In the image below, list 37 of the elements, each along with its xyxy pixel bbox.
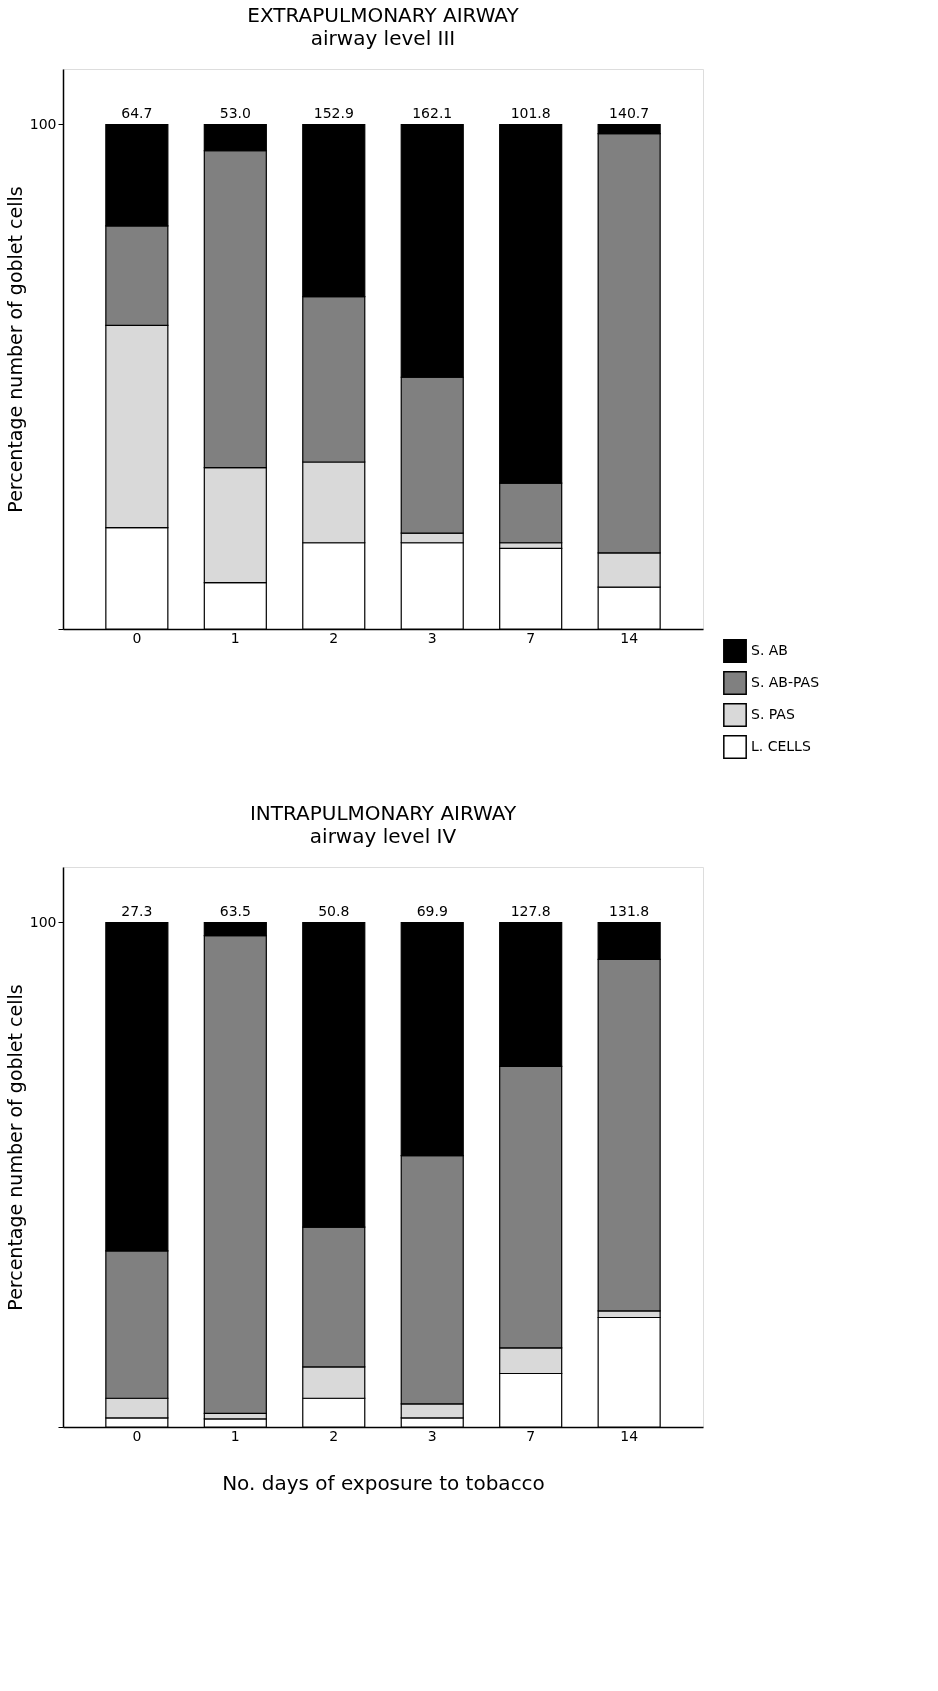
x-tick-label: 2 <box>329 1427 339 1444</box>
annotation: 53.0 <box>219 105 251 122</box>
x-tick-label: 14 <box>620 629 639 646</box>
chart-subtitle: airway level III <box>310 26 456 50</box>
annotation: 27.3 <box>121 903 153 920</box>
x-tick-label: 7 <box>526 629 536 646</box>
x-tick-label: 2 <box>329 629 339 646</box>
annotation: 152.9 <box>313 105 354 122</box>
x-tick-label: 1 <box>230 1427 240 1444</box>
annotation: 127.8 <box>510 903 551 920</box>
annotation: 63.5 <box>219 903 251 920</box>
chart-title: EXTRAPULMONARY AIRWAY <box>247 3 520 27</box>
x-tick-label: 3 <box>427 1427 437 1444</box>
legend-label: S. PAS <box>751 706 795 722</box>
legend-label: S. AB <box>751 642 788 658</box>
annotation: 140.7 <box>609 105 650 122</box>
legend-label: S. AB-PAS <box>751 674 820 690</box>
x-tick-label: 1 <box>230 629 240 646</box>
annotation: 50.8 <box>318 903 350 920</box>
annotation: 162.1 <box>412 105 453 122</box>
legend-label: L. CELLS <box>751 738 811 754</box>
x-tick-label: 0 <box>132 1427 142 1444</box>
x-axis-title: No. days of exposure to tobacco <box>222 1470 545 1495</box>
chart-subtitle: airway level IV <box>309 824 457 848</box>
chart-title: INTRAPULMONARY AIRWAY <box>249 801 517 825</box>
y-tick-label: 100 <box>29 914 57 930</box>
y-axis-title: Percentage number of goblet cells <box>3 984 26 1311</box>
x-tick-label: 0 <box>132 629 142 646</box>
annotation: 64.7 <box>121 105 153 122</box>
x-tick-label: 3 <box>427 629 437 646</box>
x-tick-label: 7 <box>526 1427 536 1444</box>
annotation: 131.8 <box>609 903 650 920</box>
annotation: 69.9 <box>416 903 448 920</box>
y-tick-label: 100 <box>29 116 57 132</box>
y-axis-title: Percentage number of goblet cells <box>3 186 26 513</box>
x-tick-label: 14 <box>620 1427 639 1444</box>
annotation: 101.8 <box>510 105 551 122</box>
